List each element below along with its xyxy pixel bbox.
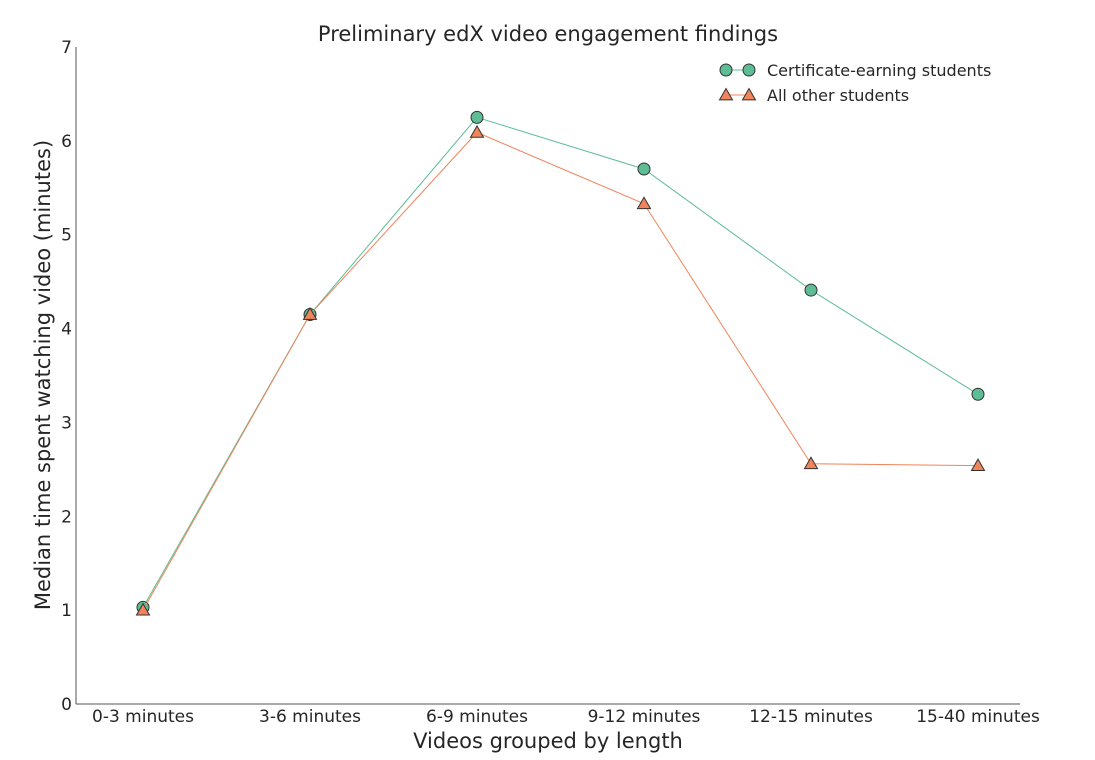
x-axis-label: Videos grouped by length <box>413 729 683 753</box>
legend-item: All other students <box>718 86 909 105</box>
y-tick-labels: 0 1 2 3 4 5 6 7 <box>61 38 72 715</box>
data-point <box>469 124 485 138</box>
legend-label: Certificate-earning students <box>767 61 991 80</box>
data-point <box>636 196 652 210</box>
data-point <box>470 110 484 124</box>
y-tick-label: 7 <box>61 38 72 58</box>
legend-label: All other students <box>767 86 909 105</box>
x-tick-label: 9-12 minutes <box>588 707 701 727</box>
x-tick-label: 0-3 minutes <box>92 707 194 727</box>
y-tick-label: 5 <box>61 226 72 246</box>
x-tick-label: 3-6 minutes <box>259 707 361 727</box>
legend-marker <box>741 87 757 101</box>
y-tick-label: 6 <box>61 132 72 152</box>
data-point <box>302 306 318 320</box>
y-tick-label: 4 <box>61 320 72 340</box>
x-tick-labels: 0-3 minutes 3-6 minutes 6-9 minutes 9-12 mi… <box>92 707 1040 727</box>
series-1 <box>135 124 986 616</box>
series-0 <box>136 110 985 614</box>
x-tick-label: 15-40 minutes <box>916 707 1040 727</box>
data-point <box>971 387 985 401</box>
legend-marker <box>718 87 734 101</box>
y-tick-label: 2 <box>61 507 72 527</box>
series-layer <box>135 110 986 616</box>
legend: Certificate-earning students All other st… <box>718 61 991 105</box>
y-tick-label: 3 <box>61 413 72 433</box>
legend-marker <box>742 63 756 77</box>
data-point <box>804 283 818 297</box>
data-point <box>970 458 986 471</box>
legend-item: Certificate-earning students <box>719 61 991 80</box>
y-tick-label: 0 <box>61 695 72 715</box>
legend-marker <box>719 63 733 77</box>
chart-title: Preliminary edX video engagement finding… <box>318 22 778 46</box>
y-axis-label: Median time spent watching video (minute… <box>31 140 55 610</box>
series-line <box>142 116 979 608</box>
y-tick-label: 1 <box>61 601 72 621</box>
x-tick-label: 12-15 minutes <box>749 707 873 727</box>
data-point <box>637 162 651 176</box>
data-point <box>135 602 151 616</box>
series-line <box>142 131 979 611</box>
x-tick-label: 6-9 minutes <box>426 707 528 727</box>
data-point <box>803 456 819 470</box>
